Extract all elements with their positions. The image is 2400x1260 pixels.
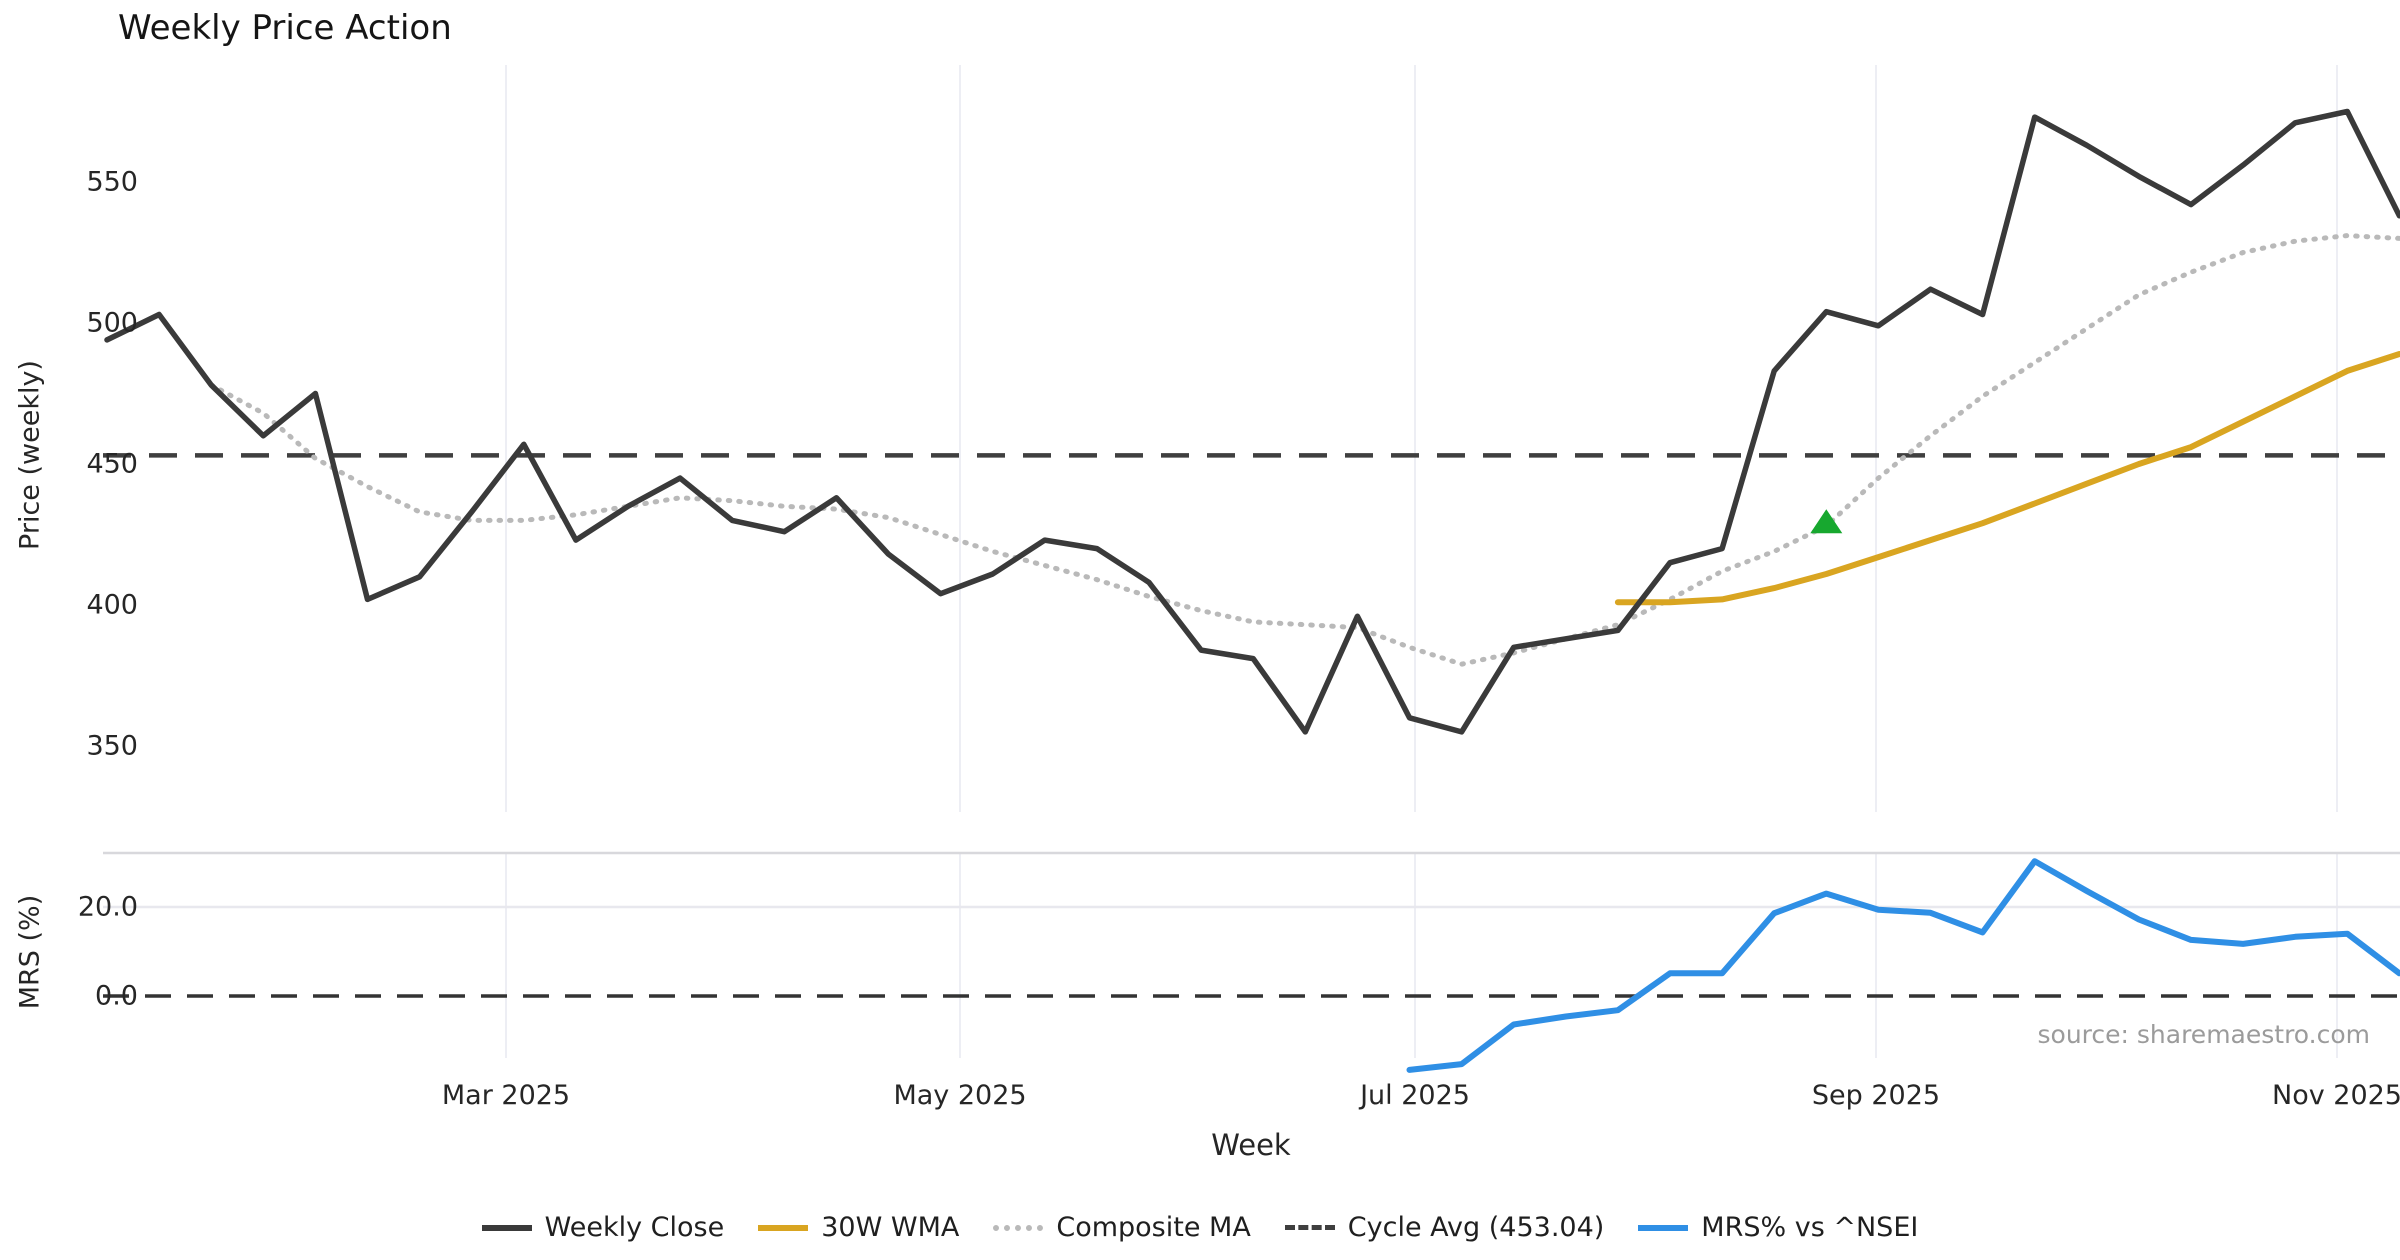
price-ytick-500: 500 — [86, 307, 138, 339]
legend: Weekly Close 30W WMA Composite MA Cycle … — [0, 1212, 2400, 1243]
xtick-mar-2025: Mar 2025 — [441, 1080, 571, 1111]
mrs-ytick-0: 0.0 — [95, 980, 138, 1012]
composite-ma-dotted-swatch-icon — [993, 1224, 1044, 1231]
wma-30w-line — [1614, 351, 2400, 606]
page-title: Weekly Price Action — [118, 8, 452, 48]
mrs-line-swatch-icon — [1638, 1224, 1689, 1231]
price-ytick-450: 450 — [86, 448, 138, 480]
price-ytick-350: 350 — [86, 730, 138, 762]
cycle-avg-dashed-swatch-icon — [1284, 1225, 1335, 1230]
xtick-jul-2025: Jul 2025 — [1360, 1080, 1470, 1111]
legend-label: Cycle Avg (453.04) — [1347, 1212, 1605, 1243]
legend-item-30w-wma: 30W WMA — [758, 1212, 959, 1243]
price-axis-label: Price (weekly) — [14, 360, 46, 550]
legend-label: Weekly Close — [544, 1212, 725, 1243]
price-ytick-400: 400 — [86, 589, 138, 621]
weekly-close-line-swatch-icon — [481, 1224, 532, 1231]
price-ytick-550: 550 — [86, 166, 138, 198]
xtick-sep-2025: Sep 2025 — [1811, 1080, 1941, 1111]
source-note: source: sharemaestro.com — [2037, 1020, 2371, 1049]
legend-item-weekly-close: Weekly Close — [481, 1212, 725, 1243]
legend-item-composite-ma: Composite MA — [993, 1212, 1251, 1243]
mrs-ytick-20: 20.0 — [77, 891, 138, 923]
xtick-nov-2025: Nov 2025 — [2272, 1080, 2400, 1111]
mrs-axis-label: MRS (%) — [14, 894, 46, 1010]
legend-label: Composite MA — [1056, 1212, 1251, 1243]
legend-item-mrs: MRS% vs ^NSEI — [1638, 1212, 1918, 1243]
buy-signal-triangle-icon — [1810, 509, 1843, 534]
x-axis-label: Week — [1211, 1128, 1291, 1162]
xtick-may-2025: May 2025 — [893, 1080, 1027, 1111]
weekly-close-line — [104, 108, 2400, 735]
wma-line-swatch-icon — [758, 1224, 809, 1231]
legend-label: 30W WMA — [821, 1212, 960, 1243]
legend-label: MRS% vs ^NSEI — [1701, 1212, 1919, 1243]
legend-item-cycle-avg: Cycle Avg (453.04) — [1284, 1212, 1605, 1243]
mrs-line — [1406, 858, 2400, 1073]
composite-ma-line — [208, 233, 2400, 667]
